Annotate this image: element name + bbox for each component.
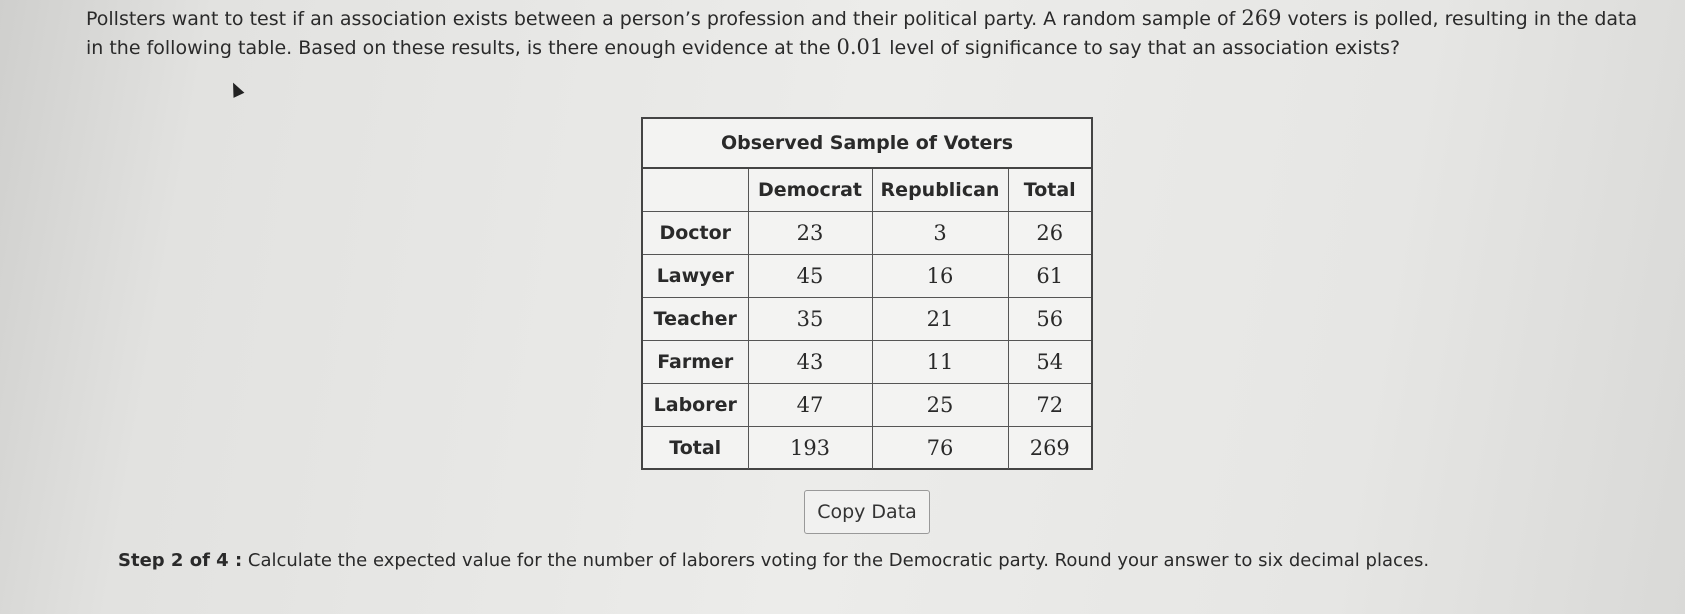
cell-republican: 21 [871,297,1009,341]
cell-democrat: 43 [747,340,873,384]
row-label: Lawyer [643,254,749,298]
row-label: Total [643,426,749,469]
cell-democrat: 23 [747,211,873,255]
question-part-1: Pollsters want to test if an association… [86,8,1242,30]
table-title: Observed Sample of Voters [643,119,1091,169]
cell-democrat: 45 [747,254,873,298]
table-row: Lawyer 45 16 61 [643,254,1091,298]
sample-size: 269 [1241,6,1282,30]
cell-total: 61 [1007,254,1091,298]
question-part-3: level of significance to say that an ass… [883,37,1401,59]
header-republican: Republican [871,169,1009,212]
cell-republican: 25 [871,383,1009,427]
table-total-row: Total 193 76 269 [643,426,1091,469]
table-header-row: Democrat Republican Total [643,169,1091,212]
row-label: Farmer [643,340,749,384]
cell-total: 72 [1007,383,1091,427]
table-row: Farmer 43 11 54 [643,340,1091,384]
cell-total: 26 [1007,211,1091,255]
header-total: Total [1007,169,1091,212]
cell-total: 56 [1007,297,1091,341]
step-label: Step 2 of 4 : [118,550,243,571]
cell-republican: 3 [871,211,1009,255]
cell-democrat: 47 [747,383,873,427]
row-label: Doctor [643,211,749,255]
row-label: Teacher [643,297,749,341]
question-part-2: voters is polled, resulting in the data … [86,8,1638,59]
cell-democrat: 193 [747,426,873,469]
cell-total: 269 [1007,426,1091,469]
question-text: Pollsters want to test if an association… [86,4,1656,62]
header-blank [643,169,749,212]
cell-democrat: 35 [747,297,873,341]
header-democrat: Democrat [747,169,873,212]
row-label: Laborer [643,383,749,427]
copy-data-button[interactable]: Copy Data [804,490,930,534]
data-table: Democrat Republican Total Doctor 23 3 26… [643,169,1091,469]
cell-total: 54 [1007,340,1091,384]
mouse-pointer-icon [227,80,245,98]
step-text: Calculate the expected value for the num… [242,550,1430,571]
cell-republican: 16 [871,254,1009,298]
table-row: Laborer 47 25 72 [643,383,1091,427]
step-instruction: Step 2 of 4 : Calculate the expected val… [118,548,1429,574]
table-row: Teacher 35 21 56 [643,297,1091,341]
cell-republican: 11 [871,340,1009,384]
significance-level: 0.01 [836,35,884,59]
observed-sample-table: Observed Sample of Voters Democrat Repub… [641,117,1093,470]
table-row: Doctor 23 3 26 [643,211,1091,255]
cell-republican: 76 [871,426,1009,469]
